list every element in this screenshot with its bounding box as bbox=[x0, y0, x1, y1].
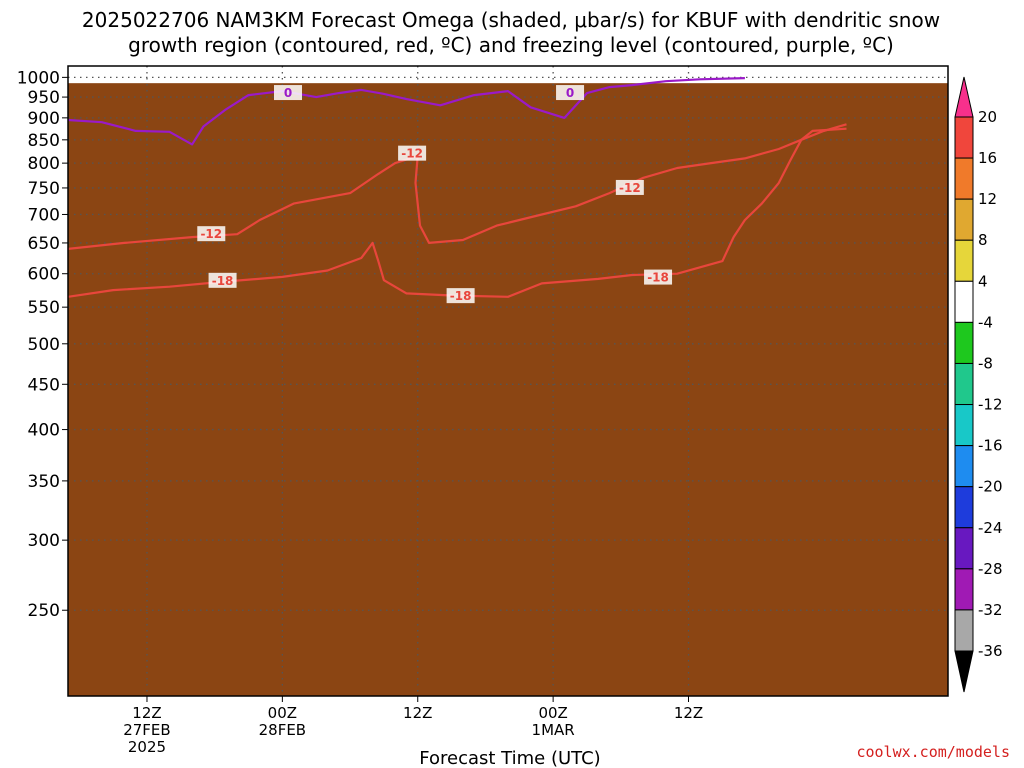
grid-lines bbox=[68, 66, 948, 696]
colorbar-band-0 bbox=[954, 116, 974, 159]
colorbar-band-7 bbox=[954, 404, 974, 447]
contour-label-bg-1-2 bbox=[615, 179, 644, 195]
colorbar-band-4 bbox=[954, 280, 974, 323]
contour-label-bg-2-1 bbox=[556, 85, 585, 101]
y-tick-label-400: 400 bbox=[28, 421, 60, 441]
contour-label-1-1: -12 bbox=[401, 147, 423, 161]
colorbar-band-11 bbox=[954, 568, 974, 611]
x-tick-label1-24: 00Z bbox=[268, 704, 297, 722]
y-tick-label-250: 250 bbox=[28, 601, 60, 621]
contour-label-bg-0-2 bbox=[644, 269, 673, 285]
chart-title-line2: growth region (contoured, red, ºC) and f… bbox=[128, 33, 894, 57]
colorbar-label-5: -4 bbox=[978, 313, 993, 331]
contour-line-2 bbox=[68, 77, 745, 146]
x-tick-label1-36: 12Z bbox=[403, 704, 432, 722]
x-tick-label3-12: 2025 bbox=[128, 738, 166, 756]
x-axis-title: Forecast Time (UTC) bbox=[419, 748, 600, 768]
contour-label-bg-1-0 bbox=[197, 226, 226, 242]
colorbar-band-6 bbox=[954, 362, 974, 406]
colorbar: 20 16 12 8 4 -4 -8 -12 -16 -20 -24 -28 -32 -36 bbox=[954, 76, 1003, 693]
contour-label-bg-1-1 bbox=[398, 145, 427, 161]
colorbar-band-12 bbox=[954, 609, 974, 652]
colorbar-label-2: 12 bbox=[978, 190, 997, 208]
colorbar-label-0: 20 bbox=[978, 108, 997, 126]
y-tick-label-350: 350 bbox=[28, 472, 60, 492]
colorbar-band-8 bbox=[954, 445, 974, 488]
x-tick-label2-48: 1MAR bbox=[532, 721, 575, 739]
x-tick-label2-12: 27FEB bbox=[123, 721, 170, 739]
colorbar-label-1: 16 bbox=[978, 149, 997, 167]
colorbar-band-3 bbox=[954, 239, 974, 282]
y-tick-label-900: 900 bbox=[28, 109, 60, 129]
x-tick-label1-12: 12Z bbox=[132, 704, 161, 722]
temperature-contours: -18 -18 -18 -12 -12 -12 0 0 bbox=[68, 77, 847, 304]
colorbar-label-12: -32 bbox=[978, 601, 1003, 619]
plot-frame bbox=[67, 65, 949, 697]
contour-label-2-0: 0 bbox=[284, 86, 292, 100]
y-tick-label-550: 550 bbox=[28, 298, 60, 318]
contour-label-0-1: -18 bbox=[450, 289, 472, 303]
colorbar-bottom-arrow bbox=[954, 650, 974, 693]
ground-layer bbox=[68, 83, 948, 696]
colorbar-label-8: -16 bbox=[978, 437, 1003, 455]
colorbar-label-9: -20 bbox=[978, 478, 1003, 496]
contour-label-2-1: 0 bbox=[566, 86, 574, 100]
ground-fill bbox=[68, 83, 948, 696]
contour-label-0-0: -18 bbox=[212, 274, 234, 288]
contour-label-bg-0-1 bbox=[446, 288, 475, 304]
credit-text: coolwx.com/models bbox=[856, 743, 1010, 761]
contour-label-bg-2-0 bbox=[274, 85, 302, 101]
x-tick-label2-24: 28FEB bbox=[259, 721, 306, 739]
y-tick-label-600: 600 bbox=[28, 265, 60, 285]
colorbar-label-3: 8 bbox=[978, 231, 988, 249]
colorbar-band-5 bbox=[954, 321, 974, 364]
colorbar-band-10 bbox=[954, 527, 974, 570]
colorbar-label-13: -36 bbox=[978, 642, 1003, 660]
colorbar-label-6: -8 bbox=[978, 354, 993, 372]
y-tick-label-850: 850 bbox=[28, 131, 60, 151]
y-tick-label-300: 300 bbox=[28, 531, 60, 551]
colorbar-band-1 bbox=[954, 157, 974, 200]
colorbar-label-4: 4 bbox=[978, 272, 988, 290]
colorbar-label-11: -28 bbox=[978, 560, 1003, 578]
contour-line-1 bbox=[68, 123, 847, 250]
contour-label-1-0: -12 bbox=[200, 227, 222, 241]
y-tick-label-450: 450 bbox=[28, 375, 60, 395]
y-tick-label-700: 700 bbox=[28, 205, 60, 225]
colorbar-label-10: -24 bbox=[978, 519, 1003, 537]
colorbar-band-9 bbox=[954, 486, 974, 529]
colorbar-top-arrow bbox=[954, 76, 974, 118]
y-tick-label-500: 500 bbox=[28, 335, 60, 355]
contour-line-0 bbox=[68, 127, 847, 298]
x-tick-label1-48: 00Z bbox=[538, 704, 567, 722]
y-axis: 2503003504004505005506006507007508008509… bbox=[17, 68, 68, 621]
contour-label-1-2: -12 bbox=[619, 181, 641, 195]
x-tick-label1-60: 12Z bbox=[674, 704, 703, 722]
colorbar-label-7: -12 bbox=[978, 396, 1003, 414]
contour-label-0-2: -18 bbox=[647, 271, 669, 285]
y-tick-label-650: 650 bbox=[28, 234, 60, 254]
y-tick-label-800: 800 bbox=[28, 154, 60, 174]
y-tick-label-950: 950 bbox=[28, 88, 60, 108]
contour-label-bg-0-0 bbox=[208, 272, 237, 288]
colorbar-band-2 bbox=[954, 198, 974, 241]
y-tick-label-1000: 1000 bbox=[17, 68, 60, 88]
chart-title-line1: 2025022706 NAM3KM Forecast Omega (shaded… bbox=[82, 8, 940, 32]
y-tick-label-750: 750 bbox=[28, 179, 60, 199]
